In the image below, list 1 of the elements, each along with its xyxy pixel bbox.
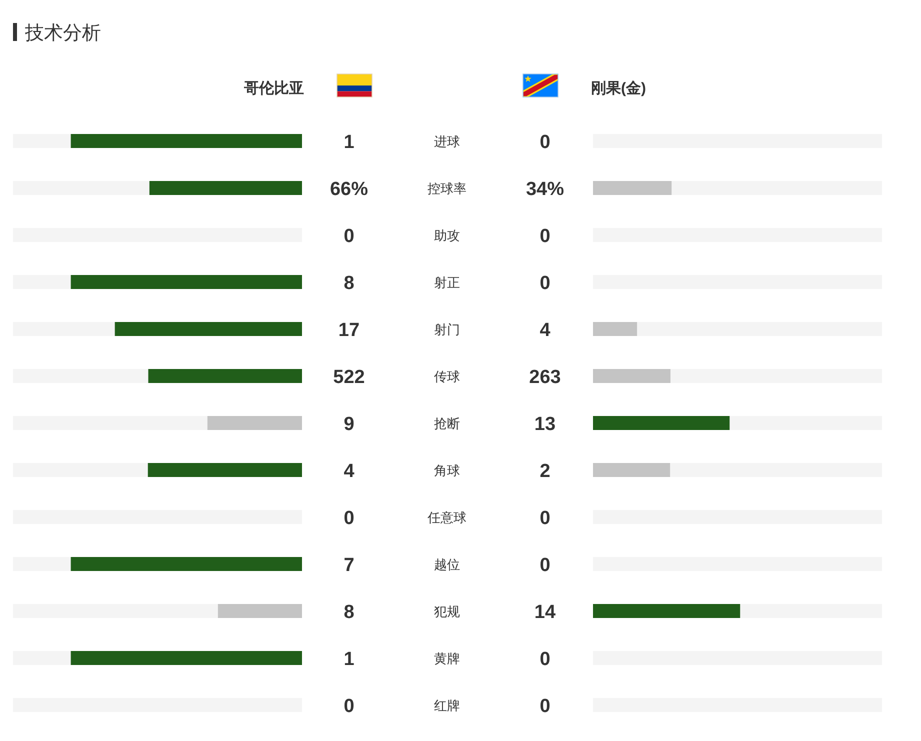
title: 技术分析 <box>25 23 101 44</box>
